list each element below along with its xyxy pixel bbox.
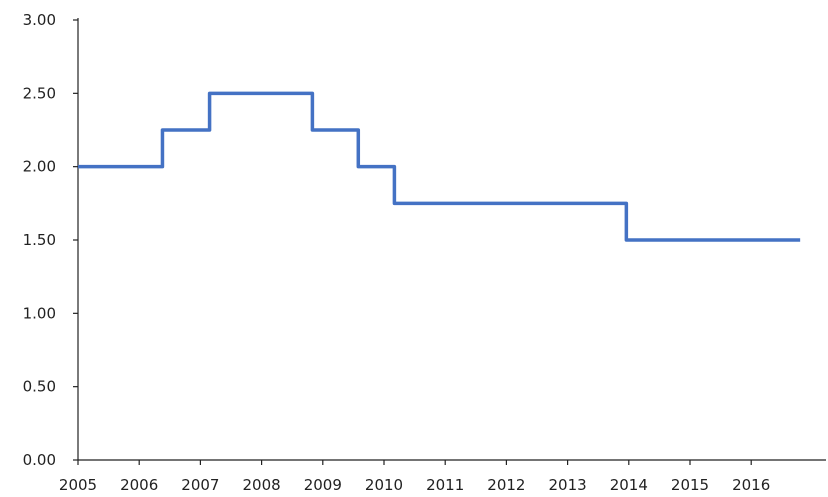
- y-tick-label: 1.00: [23, 304, 56, 322]
- y-tick-label: 0.50: [23, 378, 56, 396]
- x-tick-label: 2007: [181, 476, 219, 494]
- x-tick-label: 2011: [426, 476, 464, 494]
- y-tick-label: 2.50: [23, 84, 56, 102]
- y-axis: 0.00 0.50 1.00 1.50 2.00 2.50 3.00: [23, 11, 79, 469]
- y-tick-label: 2.00: [23, 158, 56, 176]
- y-tick-label: 3.00: [23, 11, 56, 29]
- x-tick-label: 2005: [59, 476, 97, 494]
- x-tick-label: 2012: [487, 476, 525, 494]
- x-tick-label: 2013: [549, 476, 587, 494]
- x-tick-label: 2014: [610, 476, 648, 494]
- y-tick-label: 0.00: [23, 451, 56, 469]
- x-tick-label: 2008: [243, 476, 281, 494]
- series-layer: [78, 91, 801, 242]
- y-tick-label: 1.50: [23, 231, 56, 249]
- series-line-0: [78, 91, 801, 242]
- x-tick-label: 2015: [671, 476, 709, 494]
- x-tick-label: 2006: [120, 476, 158, 494]
- x-tick-label: 2016: [732, 476, 770, 494]
- x-tick-label: 2009: [304, 476, 342, 494]
- x-axis: 2005 2006 2007 2008 2009 2010 2011 2012 2013 2014…: [59, 459, 826, 494]
- x-tick-label: 2010: [365, 476, 403, 494]
